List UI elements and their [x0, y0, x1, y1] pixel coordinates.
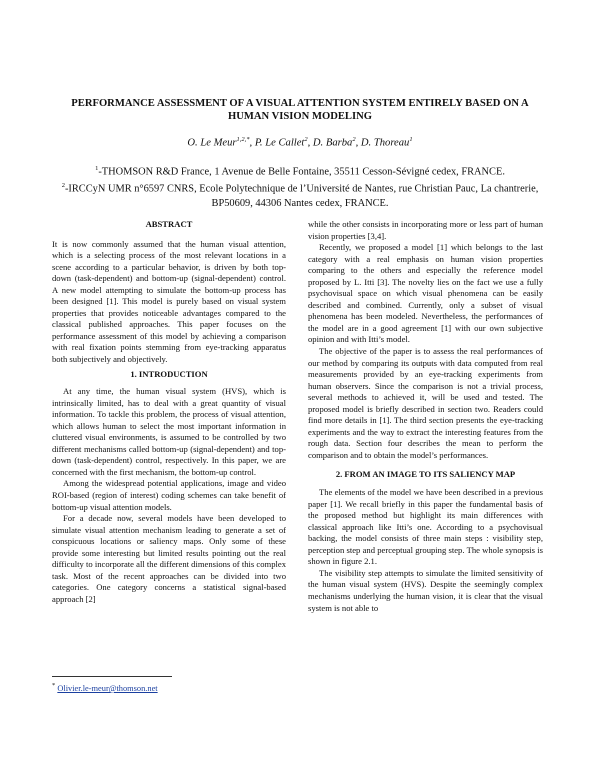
section-heading: ABSTRACT — [145, 219, 193, 229]
affiliation-text: -THOMSON R&D France, 1 Avenue de Belle F… — [98, 166, 505, 178]
authors: O. Le Meur1,2,*, P. Le Callet2, D. Barba… — [0, 136, 600, 149]
author-name: , P. Le Callet — [249, 137, 305, 149]
paragraph: while the other consists in incorporatin… — [308, 219, 543, 241]
author-sup: 1 — [409, 136, 413, 143]
footnote-rule — [52, 676, 172, 677]
affiliation: 2-IRCCyN UMR n°6597 CNRS, Ecole Polytech… — [50, 179, 550, 210]
author-sup: 1,2,* — [236, 136, 250, 143]
author-sup: 2 — [304, 136, 308, 143]
right-column: while the other consists in incorporatin… — [308, 219, 543, 614]
section-heading: 2. FROM AN IMAGE TO ITS SALIENCY MAP — [335, 469, 516, 480]
paragraph: At any time, the human visual system (HV… — [52, 386, 286, 477]
author-sup: 2 — [352, 136, 356, 143]
paragraph: The elements of the model we have been d… — [308, 487, 543, 567]
paragraph: It is now commonly assumed that the huma… — [52, 238, 286, 365]
left-column: ABSTRACT It is now commonly assumed that … — [52, 219, 286, 606]
author-name: O. Le Meur — [187, 137, 237, 149]
paragraph: The visibility step attempts to simulate… — [308, 567, 543, 613]
footnote-mark: * — [52, 682, 56, 689]
footnote: * Olivier.le-meur@thomson.net — [52, 682, 158, 693]
paper-title: PERFORMANCE ASSESSMENT OF A VISUAL ATTEN… — [71, 98, 529, 122]
section-heading: 1. INTRODUCTION — [130, 368, 208, 379]
paragraph: The objective of the paper is to assess … — [308, 346, 543, 460]
affiliation: 1-THOMSON R&D France, 1 Avenue de Belle … — [50, 162, 550, 179]
affiliation-text: -IRCCyN UMR n°6597 CNRS, Ecole Polytechn… — [64, 183, 539, 209]
paragraph: Recently, we proposed a model [1] which … — [308, 242, 543, 345]
email-link[interactable]: Olivier.le-meur@thomson.net — [57, 683, 158, 693]
author-name: , D. Thoreau — [355, 137, 410, 149]
affiliations: 1-THOMSON R&D France, 1 Avenue de Belle … — [50, 162, 550, 211]
affiliation-sup: 2 — [61, 182, 65, 190]
author-name: , D. Barba — [307, 137, 353, 149]
paragraph: Among the widespread potential applicati… — [52, 478, 286, 512]
affiliation-sup: 1 — [95, 165, 99, 172]
paragraph: For a decade now, several models have be… — [52, 513, 286, 604]
